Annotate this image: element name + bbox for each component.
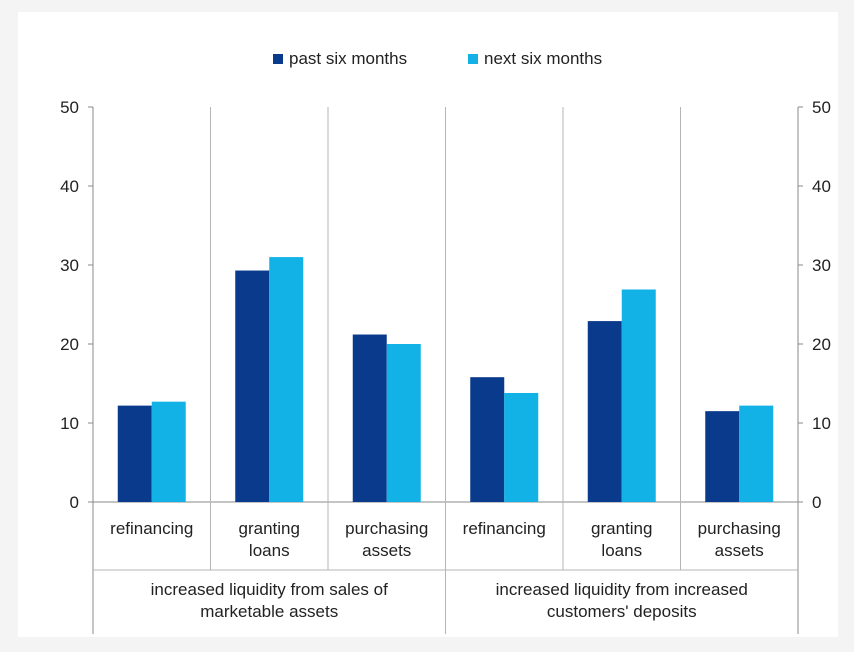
bar-next-5 (739, 405, 774, 502)
y-tick-label-left: 50 (60, 98, 79, 117)
category-label: granting (239, 519, 300, 538)
legend-label-next: next six months (484, 49, 602, 68)
y-tick-label-right: 20 (812, 335, 831, 354)
legend-label-past: past six months (289, 49, 407, 68)
y-tick-label-left: 40 (60, 177, 79, 196)
category-label: granting (591, 519, 652, 538)
bar-next-2 (386, 344, 421, 502)
bar-next-4 (621, 289, 656, 502)
group-label: increased liquidity from sales of (151, 580, 388, 599)
category-label: purchasing (345, 519, 428, 538)
bar-chart: 0 0 10 10 20 20 30 30 40 40 50 50 refinancing grantin… (60, 49, 831, 634)
bar-next-3 (504, 392, 539, 502)
y-tick-label-left: 20 (60, 335, 79, 354)
y-tick-label-right: 10 (812, 414, 831, 433)
bar-next-0 (151, 401, 186, 502)
category-label: assets (362, 541, 411, 560)
legend-swatch-next (468, 54, 478, 64)
category-label: loans (601, 541, 642, 560)
y-tick-label-right: 50 (812, 98, 831, 117)
y-tick-label-left: 30 (60, 256, 79, 275)
y-tick-label-right: 30 (812, 256, 831, 275)
group-label: increased liquidity from increased (496, 580, 748, 599)
category-label: refinancing (110, 519, 193, 538)
bar-past-1 (235, 270, 270, 502)
y-tick-label-right: 40 (812, 177, 831, 196)
group-label: marketable assets (200, 602, 338, 621)
chart-frame: 0 0 10 10 20 20 30 30 40 40 50 50 refinancing grantin… (18, 12, 838, 637)
category-label: refinancing (463, 519, 546, 538)
bar-past-4 (587, 321, 622, 502)
category-label: assets (715, 541, 764, 560)
legend-swatch-past (273, 54, 283, 64)
y-tick-label-right: 0 (812, 493, 821, 512)
bar-past-0 (117, 405, 152, 502)
y-tick-label-left: 0 (70, 493, 79, 512)
y-tick-label-left: 10 (60, 414, 79, 433)
category-label: loans (249, 541, 290, 560)
bar-next-1 (269, 257, 304, 502)
bar-past-3 (470, 377, 505, 502)
bar-past-5 (705, 411, 740, 502)
group-label: customers' deposits (547, 602, 697, 621)
bar-past-2 (352, 334, 387, 502)
category-label: purchasing (698, 519, 781, 538)
